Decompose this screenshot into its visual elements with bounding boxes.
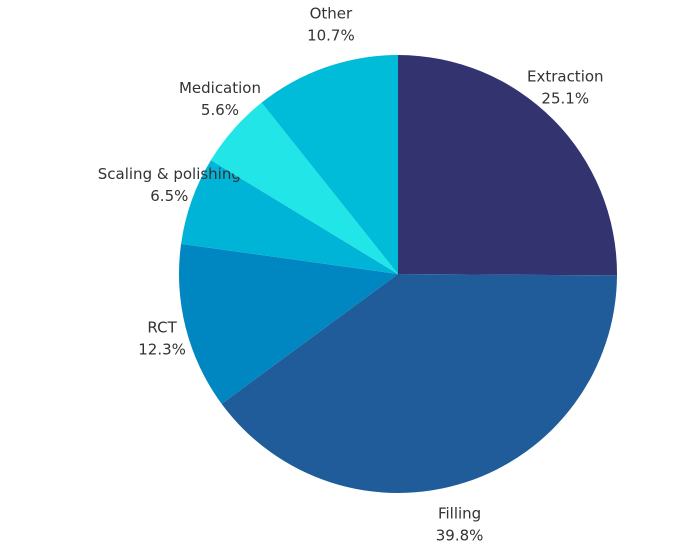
slice-label: Scaling & polishing xyxy=(98,165,241,183)
slice-value-label: 12.3% xyxy=(138,340,186,358)
slice-value-label: 39.8% xyxy=(436,527,484,545)
slice-value-label: 5.6% xyxy=(201,101,239,119)
slice-value-label: 25.1% xyxy=(541,89,589,107)
pie-slice xyxy=(398,55,617,276)
slice-label: Medication xyxy=(179,79,261,97)
slice-value-label: 10.7% xyxy=(307,26,355,44)
pie-slice xyxy=(178,243,398,404)
pie-slice xyxy=(210,102,398,275)
slice-label: Filling xyxy=(438,505,481,523)
slice-label: RCT xyxy=(147,318,177,336)
slice-label: Extraction xyxy=(527,67,604,85)
pie-slice xyxy=(181,160,398,274)
pie-slice xyxy=(221,274,617,493)
slice-value-label: 6.5% xyxy=(150,187,188,205)
pie-slice xyxy=(261,55,398,274)
slice-label: Other xyxy=(310,4,353,22)
